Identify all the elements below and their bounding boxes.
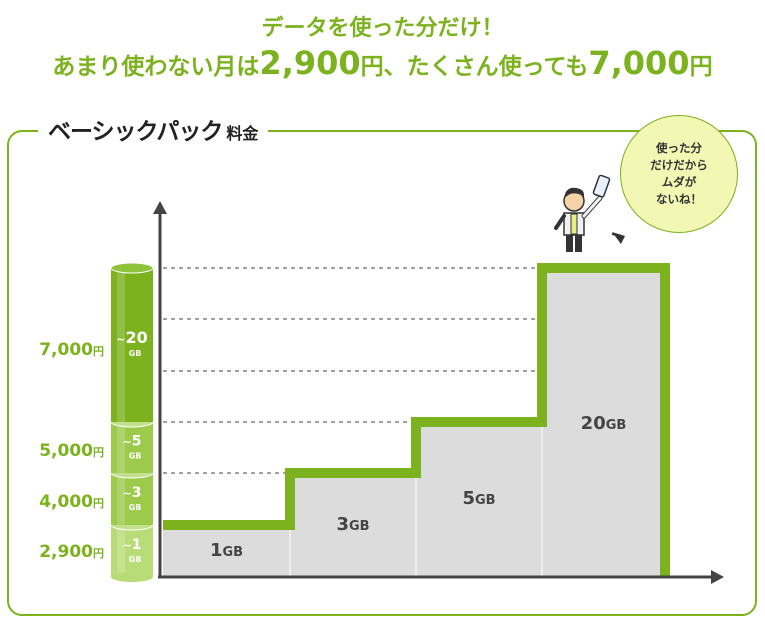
cylinder-label-2: ~5: [123, 434, 142, 450]
cylinder-label-1: ~3: [123, 485, 142, 501]
bar-1: [290, 473, 416, 577]
headline-line2: あまり使わない月は2,900円、たくさん使っても7,000円: [0, 44, 765, 82]
bar-2: [416, 422, 542, 577]
cylinder-unit-1: GB: [129, 503, 142, 512]
cylinder-unit-3: GB: [129, 349, 142, 358]
headline-max-price: 7,000: [588, 44, 690, 82]
bar-label-2: 5GB: [462, 488, 495, 509]
headline-text-e: 円: [689, 54, 713, 80]
cylinder-segment-3: [111, 268, 153, 422]
cylinder-highlight-3: [117, 268, 125, 422]
headline-text-c: 円、たくさん使っても: [360, 54, 589, 80]
price-step-line: [163, 263, 670, 576]
plan-subtitle: 料金: [226, 124, 259, 143]
bar-label-0: 1GB: [210, 540, 243, 561]
cylinder-cap-3: [110, 262, 154, 274]
bar-0: [163, 525, 290, 577]
price-label-3: 7,000円: [39, 340, 104, 360]
cylinder-highlight-1: [117, 473, 125, 525]
cylinder-unit-2: GB: [129, 452, 142, 461]
cylinder-segment-0: [111, 525, 153, 577]
cylinder-segment-2: [111, 422, 153, 473]
price-label-0: 2,900円: [39, 542, 104, 562]
speech-bubble: 使った分 だけだから ムダが ないね！: [620, 115, 738, 233]
y-axis-arrow: [153, 201, 167, 214]
cylinder-segment-1: [111, 473, 153, 525]
plan-frame: [7, 130, 757, 616]
speech-bubble-text: 使った分 だけだから ムダが ないね！: [650, 140, 708, 207]
person-holding-phone-icon: [554, 174, 625, 252]
headline-text-a: あまり使わない月は: [52, 54, 260, 80]
cylinder-highlight-0: [117, 525, 125, 577]
cylinder-highlight-2: [117, 422, 125, 473]
cylinder-label-3: ~20: [116, 328, 147, 347]
plan-title: ベーシックパック 料金: [38, 112, 269, 146]
cylinder-unit-0: GB: [129, 555, 142, 564]
cylinder-label-0: ~1: [123, 537, 142, 553]
bar-label-1: 3GB: [336, 514, 369, 535]
price-label-2: 5,000円: [39, 441, 104, 461]
cylinder-base: [111, 572, 153, 582]
headline-line1: データを使った分だけ！: [261, 16, 504, 41]
plan-name: ベーシックパック: [48, 119, 223, 145]
price-label-1: 4,000円: [39, 492, 104, 512]
headline-min-price: 2,900: [259, 44, 361, 82]
bar-label-3: 20GB: [581, 413, 627, 434]
x-axis-arrow: [711, 570, 724, 584]
bar-3: [542, 268, 665, 577]
